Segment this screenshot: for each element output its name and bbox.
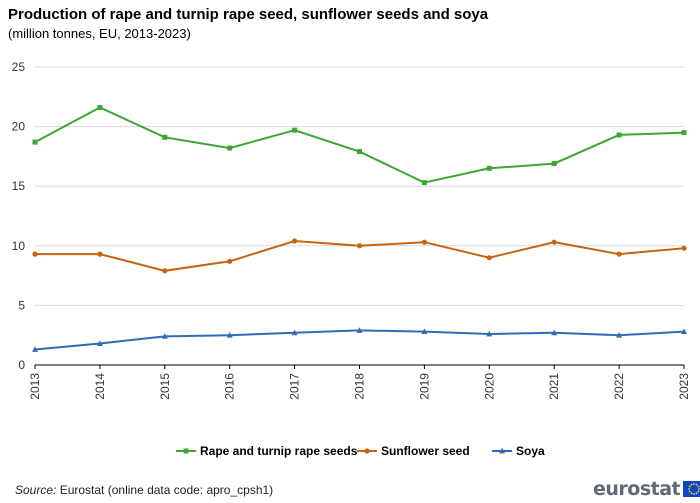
data-point [616,251,622,257]
source-label: Source: [15,483,57,497]
data-point [421,180,427,186]
y-tick-label: 25 [12,60,26,74]
data-point [616,332,623,338]
data-point [356,243,363,249]
data-point [421,239,427,245]
legend-marker [183,448,189,454]
x-tick-label: 2014 [93,373,107,400]
data-point [227,145,233,151]
y-tick-label: 10 [12,239,26,253]
data-point [681,328,687,335]
eurostat-wordmark: eurostat [593,478,681,500]
data-point [162,134,168,140]
legend-label: Rape and turnip rape seeds [200,444,358,458]
x-tick-label: 2020 [482,373,496,400]
data-point [161,333,168,339]
data-point [616,132,622,138]
y-tick-label: 5 [18,298,25,312]
data-point [421,328,428,335]
data-point [486,330,493,337]
chart-subtitle: (million tonnes, EU, 2013-2023) [8,26,191,41]
data-point [486,165,492,171]
eurostat-logo: eurostat [593,478,700,500]
series-line-2 [34,329,685,351]
data-point [551,161,557,167]
data-point [32,139,38,145]
x-tick-label: 2019 [417,373,431,400]
legend-label: Sunflower seed [381,444,470,458]
legend-marker [499,447,505,454]
data-point [226,332,233,338]
data-point [291,329,298,336]
x-tick-label: 2016 [223,373,237,400]
data-point [32,251,38,257]
y-tick-label: 15 [12,179,26,193]
data-point [97,251,103,257]
data-point [486,255,492,261]
series-line-0 [34,106,685,184]
data-point [681,245,687,251]
data-point [551,329,558,336]
x-tick-label: 2015 [158,373,172,400]
x-tick-label: 2021 [547,373,561,400]
data-point [96,340,103,346]
data-point [32,346,38,352]
x-tick-label: 2017 [288,373,302,400]
data-point [162,268,168,274]
data-point [227,258,233,264]
data-point [356,327,363,333]
data-point [357,149,362,155]
x-tick-label: 2018 [353,373,367,400]
chart-title: Production of rape and turnip rape seed,… [8,6,489,23]
source-text: Eurostat (online data code: apro_cpsh1) [59,483,274,497]
x-tick-label: 2022 [612,373,626,400]
legend-marker [364,448,370,454]
data-point [97,105,103,111]
data-point [292,238,298,244]
x-tick-label: 2023 [677,373,691,400]
y-tick-label: 20 [12,120,26,134]
data-point [551,239,557,245]
legend-label: Soya [516,444,545,458]
data-point [681,130,687,136]
y-tick-label: 0 [18,358,25,372]
data-point [292,127,298,133]
source-note: Source: Eurostat (online data code: apro… [15,483,273,497]
eu-flag-icon [683,481,700,497]
x-tick-label: 2013 [28,373,42,400]
